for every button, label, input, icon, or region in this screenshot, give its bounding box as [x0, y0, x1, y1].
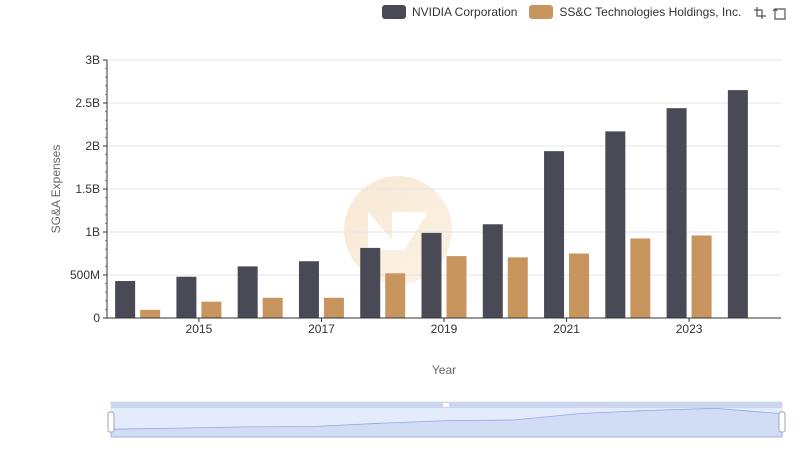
x-tick-label: 2021	[553, 322, 580, 336]
bar-ssc-2021	[569, 253, 590, 318]
zoom-handle-left[interactable]	[107, 411, 115, 433]
legend-item-ssc[interactable]: SS&C Technologies Holdings, Inc.	[529, 5, 741, 19]
zoom-preview-area	[110, 407, 783, 438]
legend-label-nvidia: NVIDIA Corporation	[412, 5, 518, 19]
bar-ssc-2022	[630, 238, 651, 318]
y-tick-label: 2B	[85, 139, 100, 153]
bar-ssc-2014	[140, 309, 161, 318]
zoom-handle-right[interactable]	[778, 411, 786, 433]
legend-item-nvidia[interactable]: NVIDIA Corporation	[382, 5, 517, 19]
bar-nvidia-2020	[482, 224, 503, 318]
bar-nvidia-2016	[237, 266, 258, 318]
bar-nvidia-2015	[176, 276, 197, 318]
y-axis-title: SG&A Expenses	[49, 145, 63, 234]
bar-ssc-2020	[507, 257, 528, 318]
bar-nvidia-2021	[544, 151, 565, 318]
bar-nvidia-2017	[298, 261, 319, 318]
x-tick-label: 2023	[676, 322, 703, 336]
bar-ssc-2016	[262, 297, 283, 318]
bar-nvidia-2024	[727, 90, 748, 318]
x-tick-label: 2015	[186, 322, 213, 336]
bar-ssc-2023	[691, 235, 712, 318]
y-tick-label: 2.5B	[75, 96, 100, 110]
bar-nvidia-2014	[115, 281, 136, 318]
bar-nvidia-2019	[421, 232, 442, 318]
zoom-select-icon[interactable]	[753, 6, 767, 20]
legend-label-ssc: SS&C Technologies Holdings, Inc.	[559, 5, 742, 19]
legend: NVIDIA Corporation SS&C Technologies Hol…	[382, 3, 753, 21]
bar-nvidia-2022	[605, 131, 626, 318]
bar-ssc-2017	[323, 297, 344, 318]
x-tick-label: 2019	[431, 322, 458, 336]
zoom-reset-icon[interactable]	[772, 6, 786, 20]
zoom-slider[interactable]	[107, 401, 786, 438]
legend-swatch-nvidia	[382, 5, 406, 19]
zoom-grip[interactable]	[443, 403, 449, 407]
x-tick-label: 2017	[308, 322, 335, 336]
axes: 0 500M 1B 1.5B 2B 2.5B 3B 2015 2017 2019 2021 2023	[70, 53, 781, 336]
y-tick-label: 500M	[70, 268, 100, 282]
bar-ssc-2015	[201, 301, 222, 318]
y-tick-label: 0	[93, 311, 100, 325]
legend-swatch-ssc	[529, 5, 554, 19]
y-tick-label: 1.5B	[75, 182, 100, 196]
chart-toolbar	[748, 6, 786, 20]
x-axis-title: Year	[432, 363, 456, 377]
y-tick-label: 1B	[85, 225, 100, 239]
bar-ssc-2018	[385, 273, 406, 318]
bar-nvidia-2023	[666, 108, 687, 318]
bars	[115, 90, 748, 318]
bar-nvidia-2018	[360, 247, 381, 318]
y-tick-label: 3B	[85, 53, 100, 67]
bar-ssc-2019	[446, 256, 467, 318]
